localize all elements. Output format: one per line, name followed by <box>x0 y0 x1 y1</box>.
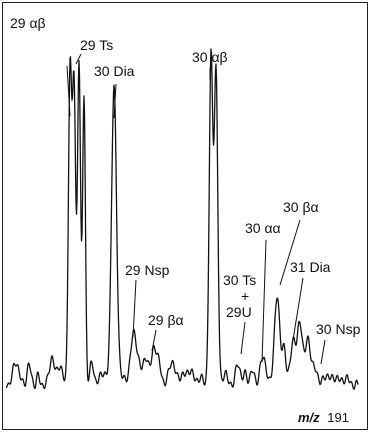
peak-label-7: 30 αα <box>245 220 281 236</box>
peak-label-line-4-0: 29 βα <box>148 312 184 328</box>
peak-label-line-6-0: 30 Ts <box>223 272 256 288</box>
leader-line-9-0 <box>292 277 304 341</box>
peak-label-0: 29 αβ <box>10 15 46 31</box>
peak-label-line-0-0: 29 αβ <box>10 15 46 31</box>
peak-label-line-7-0: 30 αα <box>245 220 281 236</box>
leader-line-7-0 <box>261 239 267 363</box>
peak-label-line-5-0: 30 αβ <box>192 49 228 65</box>
leader-line-1-0 <box>75 53 82 65</box>
chromatogram-trace <box>5 48 359 390</box>
ion-label-value: 191 <box>327 410 349 425</box>
peak-label-line-9-0: 31 Dia <box>290 259 331 275</box>
leader-line-8-0 <box>279 219 301 286</box>
peak-label-line-2-0: 30 Dia <box>94 63 135 79</box>
leader-line-4-0 <box>151 329 157 352</box>
peak-label-line-1-0: 29 Ts <box>80 37 113 53</box>
leader-line-2-0 <box>113 83 117 119</box>
peak-label-line-8-0: 30 βα <box>283 199 319 215</box>
peak-labels: 29 αβ 29 Ts 30 Dia 29 Nsp 29 βα 30 αβ 30 Ts +29… <box>10 15 361 337</box>
peak-label-line-3-0: 29 Nsp <box>125 262 170 278</box>
peak-label-line-6-1: + <box>241 288 249 304</box>
leader-line-3-0 <box>132 279 137 338</box>
peak-label-line-6-2: 29U <box>226 304 252 320</box>
peak-label-6: 30 Ts +29U <box>223 272 256 320</box>
peak-label-line-10-0: 30 Nsp <box>316 321 361 337</box>
peak-label-5: 30 αβ <box>192 49 228 65</box>
peak-label-9: 31 Dia <box>290 259 331 275</box>
peak-label-4: 29 βα <box>148 312 184 328</box>
peak-leader-lines <box>66 53 326 365</box>
leader-line-6-0 <box>240 321 246 355</box>
peak-label-10: 30 Nsp <box>316 321 361 337</box>
peak-label-1: 29 Ts <box>80 37 113 53</box>
ion-label-prefix: m/z <box>298 410 320 425</box>
leader-line-0-0 <box>66 65 71 117</box>
peak-label-3: 29 Nsp <box>125 262 170 278</box>
ion-label: m/z 191 <box>298 410 349 425</box>
peak-label-8: 30 βα <box>283 199 319 215</box>
peak-label-2: 30 Dia <box>94 63 135 79</box>
leader-line-10-0 <box>320 339 326 365</box>
